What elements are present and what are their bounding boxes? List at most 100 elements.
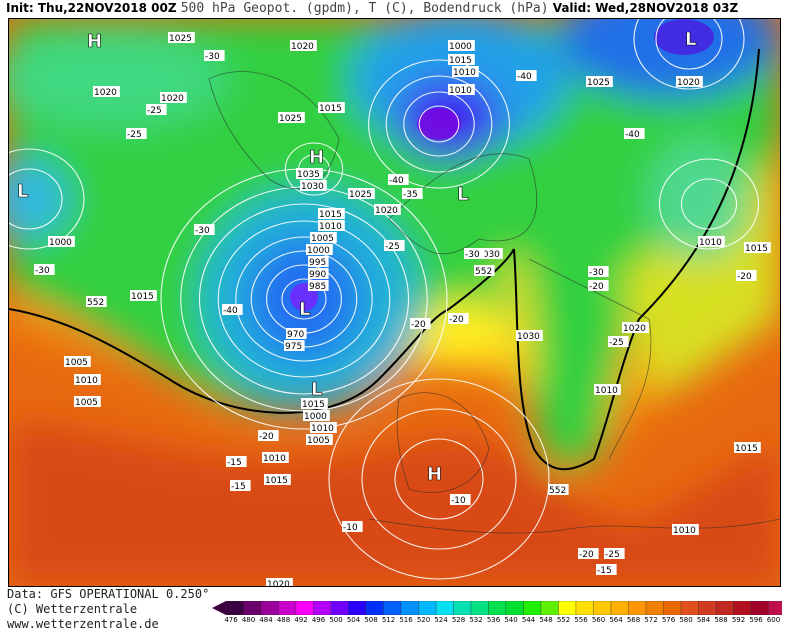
colorbar-swatch bbox=[348, 601, 367, 615]
isobar-label: 1025 bbox=[586, 76, 613, 88]
svg-text:1010: 1010 bbox=[699, 238, 722, 248]
isobar-label: 1020 bbox=[266, 578, 293, 586]
pressure-system-marker: L bbox=[311, 379, 323, 401]
svg-text:552: 552 bbox=[475, 267, 492, 277]
isobar-label: 1025 bbox=[278, 112, 305, 124]
svg-text:-10: -10 bbox=[451, 496, 466, 506]
isobar-label: 1005 bbox=[310, 232, 337, 244]
colorbar-swatch bbox=[295, 601, 314, 615]
colorbar-tick: 564 bbox=[609, 616, 623, 624]
colorbar-swatch bbox=[383, 601, 402, 615]
map-header: Init: Thu,22NOV2018 00Z 500 hPa Geopot. … bbox=[6, 1, 738, 18]
isobar bbox=[198, 203, 410, 395]
isobar-label: 1020 bbox=[374, 204, 401, 216]
colorbar-tick: 520 bbox=[416, 616, 431, 624]
svg-text:-10: -10 bbox=[343, 523, 358, 533]
isobar bbox=[281, 278, 327, 320]
colorbar-swatch bbox=[260, 601, 279, 615]
svg-text:1025: 1025 bbox=[587, 78, 610, 88]
height-contour-label: 552 bbox=[86, 296, 107, 308]
init-time: Init: Thu,22NOV2018 00Z bbox=[6, 1, 177, 15]
svg-text:1020: 1020 bbox=[94, 88, 117, 98]
colorbar-swatch bbox=[593, 601, 612, 615]
svg-text:-25: -25 bbox=[147, 106, 162, 116]
temperature-label: -20 bbox=[578, 548, 599, 560]
isobar-label: 1015 bbox=[448, 54, 475, 66]
isobar-label: 1015 bbox=[734, 442, 761, 454]
colorbar-arrow-low bbox=[212, 601, 226, 615]
isobar-label: 1010 bbox=[318, 220, 345, 232]
isobar-label: 1025 bbox=[348, 188, 375, 200]
website-link: www.wetterzentrale.de bbox=[7, 617, 159, 631]
colorbar-swatch bbox=[243, 601, 262, 615]
isobar-label: 1005 bbox=[74, 396, 101, 408]
svg-text:1010: 1010 bbox=[673, 526, 696, 536]
valid-time: Valid: Wed,28NOV2018 03Z bbox=[552, 1, 739, 15]
svg-text:-25: -25 bbox=[385, 242, 400, 252]
temperature-label: -10 bbox=[450, 494, 471, 506]
isobar-label: 1010 bbox=[594, 384, 621, 396]
colorbar-swatch bbox=[750, 601, 769, 615]
svg-text:1015: 1015 bbox=[319, 104, 342, 114]
colorbar-tick: 512 bbox=[381, 616, 396, 624]
svg-text:1010: 1010 bbox=[595, 386, 618, 396]
svg-text:1025: 1025 bbox=[349, 190, 372, 200]
height-colorbar bbox=[212, 601, 782, 615]
isobar-label: 1005 bbox=[306, 434, 333, 446]
svg-text:995: 995 bbox=[309, 258, 326, 268]
height-contour-label: 552 bbox=[474, 265, 495, 277]
isobar-label: 975 bbox=[284, 340, 305, 352]
temperature-label: -30 bbox=[204, 50, 225, 62]
pressure-system-marker: H bbox=[427, 464, 443, 486]
svg-text:1000: 1000 bbox=[307, 246, 330, 256]
colorbar-tick: 572 bbox=[644, 616, 658, 624]
colorbar-tick: 484 bbox=[259, 616, 273, 624]
colorbar-swatch bbox=[313, 601, 332, 615]
isobar-label: 970 bbox=[286, 328, 307, 340]
colorbar-tick: 592 bbox=[731, 616, 746, 624]
temperature-label: -20 bbox=[736, 270, 757, 282]
temperature-label: -20 bbox=[588, 280, 609, 292]
isobar-label: 995 bbox=[308, 256, 329, 268]
isobar bbox=[418, 105, 460, 143]
temperature-label: -20 bbox=[448, 313, 469, 325]
copyright: (C) Wetterzentrale bbox=[7, 602, 138, 616]
temperature-label: -30 bbox=[34, 264, 55, 276]
temperature-label: -40 bbox=[222, 304, 243, 316]
colorbar-tick: 560 bbox=[591, 616, 606, 624]
colorbar-swatch bbox=[435, 601, 454, 615]
isobar-label: 1010 bbox=[672, 524, 699, 536]
svg-text:1030: 1030 bbox=[517, 332, 540, 342]
colorbar-swatch bbox=[645, 601, 664, 615]
colorbar-swatch bbox=[698, 601, 717, 615]
colorbar-tick: 576 bbox=[661, 616, 676, 624]
colorbar-swatch bbox=[488, 601, 507, 615]
colorbar-swatch bbox=[523, 601, 542, 615]
isobar bbox=[368, 59, 510, 189]
colorbar-tick: 500 bbox=[329, 616, 343, 624]
svg-text:1020: 1020 bbox=[291, 42, 314, 52]
isobar-label: 1010 bbox=[698, 236, 725, 248]
isobar-label: 1010 bbox=[310, 422, 337, 434]
svg-text:L: L bbox=[17, 181, 28, 202]
svg-text:1015: 1015 bbox=[319, 210, 342, 220]
colorbar-tick: 504 bbox=[346, 616, 361, 624]
svg-text:1010: 1010 bbox=[75, 376, 98, 386]
svg-text:H: H bbox=[427, 464, 442, 485]
temperature-label: -40 bbox=[516, 70, 537, 82]
svg-text:1010: 1010 bbox=[263, 454, 286, 464]
colorbar-swatch bbox=[505, 601, 524, 615]
svg-text:970: 970 bbox=[287, 330, 304, 340]
svg-text:1015: 1015 bbox=[265, 476, 288, 486]
isobar bbox=[394, 438, 484, 520]
colorbar-tick: 596 bbox=[749, 616, 763, 624]
colorbar-tick: 540 bbox=[504, 616, 518, 624]
svg-text:1005: 1005 bbox=[311, 234, 334, 244]
colorbar-tick: 568 bbox=[626, 616, 641, 624]
colorbar-tick: 496 bbox=[311, 616, 326, 624]
colorbar-swatch bbox=[768, 601, 782, 615]
temperature-label: -25 bbox=[604, 548, 625, 560]
svg-text:1020: 1020 bbox=[161, 94, 184, 104]
svg-text:-30: -30 bbox=[465, 250, 480, 260]
colorbar-swatch bbox=[330, 601, 349, 615]
